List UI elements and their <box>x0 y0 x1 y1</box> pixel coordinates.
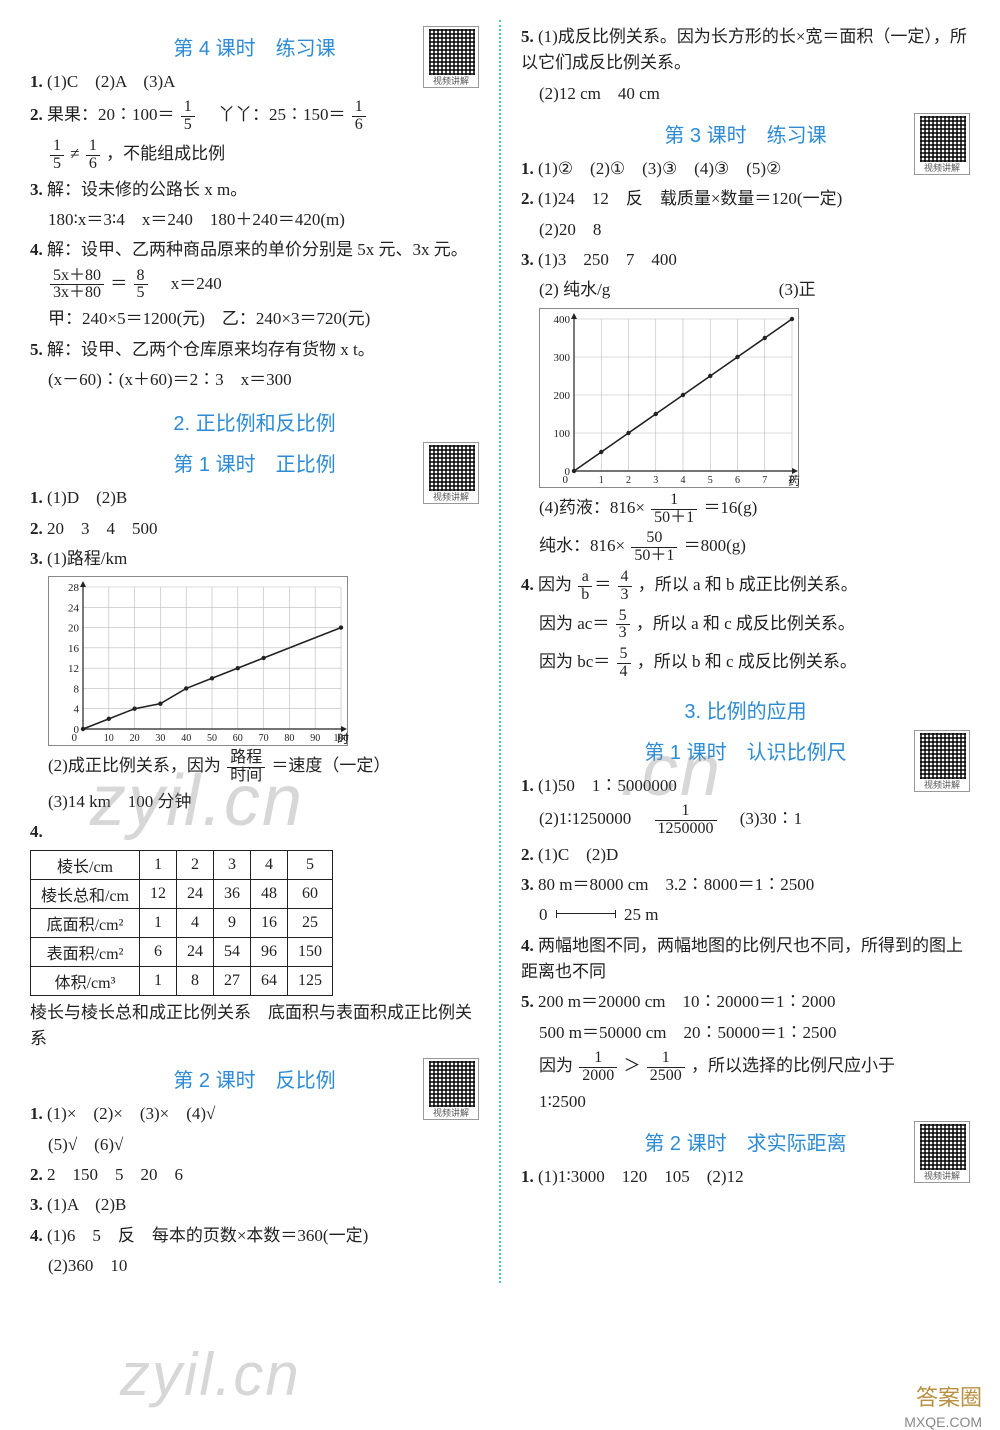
lesson4-title: 第 4 课时 练习课 视频讲解 <box>30 32 479 61</box>
svg-text:3: 3 <box>653 475 658 486</box>
l4-q5: 5. 解：设甲、乙两个仓库原来均存有货物 x t。 <box>30 337 479 363</box>
svg-text:100: 100 <box>554 428 571 440</box>
svg-text:1: 1 <box>599 475 604 486</box>
lesson4-title-text: 第 4 课时 练习课 <box>173 38 335 60</box>
l4-q3: 3. 解：设未修的公路长 x m。 <box>30 177 479 203</box>
right-column: 5. (1)成反比例关系。因为长方形的长×宽＝面积（一定），所以它们成反比例关系… <box>521 20 970 1283</box>
svg-text:24: 24 <box>68 603 80 615</box>
qr-icon: 视频讲解 <box>914 113 970 175</box>
svg-text:10: 10 <box>104 733 114 744</box>
watermark: zyil.cn <box>120 1340 301 1409</box>
svg-text:80: 80 <box>284 733 294 744</box>
svg-text:2: 2 <box>626 475 631 486</box>
svg-text:200: 200 <box>554 390 571 402</box>
svg-text:时间/分: 时间/分 <box>337 732 349 746</box>
r-lesson2-distance: 第 2 课时 求实际距离 视频讲解 <box>521 1127 970 1156</box>
l4-q4: 4. 解：设甲、乙两种商品原来的单价分别是 5x 元、3x 元。 <box>30 237 479 263</box>
s2-lesson1-title: 第 1 课时 正比例 视频讲解 <box>30 448 479 477</box>
svg-text:7: 7 <box>762 475 767 486</box>
svg-text:8: 8 <box>74 684 80 696</box>
qr-icon: 视频讲解 <box>914 1121 970 1183</box>
svg-text:400: 400 <box>554 314 571 326</box>
svg-text:50: 50 <box>207 733 217 744</box>
qr-icon: 视频讲解 <box>423 1058 479 1120</box>
svg-text:40: 40 <box>181 733 191 744</box>
svg-text:16: 16 <box>68 643 80 655</box>
l4-q1: 1. (1)C (2)A (3)A <box>30 69 479 95</box>
svg-text:90: 90 <box>310 733 320 744</box>
svg-text:20: 20 <box>68 623 80 635</box>
chart-water-solution: 0100200300400123456780药液/g <box>539 308 799 488</box>
scale-bar-icon <box>556 913 616 919</box>
section2-title: 2. 正比例和反比例 <box>30 407 479 436</box>
qr-icon: 视频讲解 <box>423 442 479 504</box>
column-divider <box>499 20 501 1283</box>
chart-distance-time: 04812162024281020304050607080901000时间/分 <box>48 576 348 746</box>
svg-text:20: 20 <box>130 733 140 744</box>
r-lesson3-title: 第 3 课时 练习课 视频讲解 <box>521 119 970 148</box>
l4-q2: 2. 果果：20∶100＝ 15 丫丫：25∶150＝ 16 <box>30 99 479 134</box>
section3-title: 3. 比例的应用 <box>521 695 970 724</box>
svg-text:60: 60 <box>233 733 243 744</box>
svg-text:5: 5 <box>708 475 713 486</box>
s2-lesson2-title: 第 2 课时 反比例 视频讲解 <box>30 1064 479 1093</box>
qr-icon: 视频讲解 <box>914 730 970 792</box>
left-column: 第 4 课时 练习课 视频讲解 1. (1)C (2)A (3)A 2. 果果：… <box>30 20 479 1283</box>
svg-text:0: 0 <box>72 732 78 744</box>
svg-text:0: 0 <box>563 474 569 486</box>
svg-text:4: 4 <box>74 704 80 716</box>
corner-logo: 答案圈 <box>916 1380 982 1412</box>
svg-text:6: 6 <box>735 475 740 486</box>
svg-text:300: 300 <box>554 352 571 364</box>
svg-text:4: 4 <box>681 475 686 486</box>
corner-url: MXQE.COM <box>904 1414 982 1430</box>
r-lesson1-scale: 第 1 课时 认识比例尺 视频讲解 <box>521 736 970 765</box>
svg-text:药液/g: 药液/g <box>788 473 800 488</box>
svg-text:70: 70 <box>259 733 269 744</box>
svg-text:28: 28 <box>68 582 80 594</box>
svg-text:12: 12 <box>68 663 79 675</box>
qr-icon: 视频讲解 <box>423 26 479 88</box>
cube-table: 棱长/cm12345棱长总和/cm1224364860底面积/cm²149162… <box>30 850 333 996</box>
svg-text:30: 30 <box>155 733 165 744</box>
